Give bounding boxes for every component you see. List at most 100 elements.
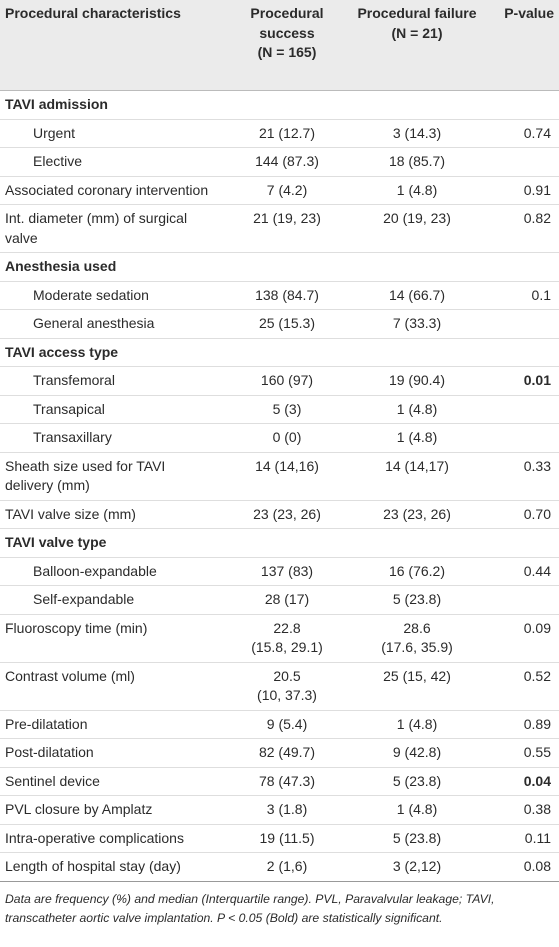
p-value: 0.52 bbox=[482, 662, 559, 711]
value-cell: 14 (66.7) bbox=[352, 281, 482, 310]
table-row: Transapical 5 (3) 1 (4.8) bbox=[0, 395, 559, 424]
row-label: Pre-dilatation bbox=[0, 710, 222, 739]
value-cell: 5 (3) bbox=[222, 395, 352, 424]
header-title: Procedural characteristics bbox=[5, 5, 181, 21]
empty-cell bbox=[482, 395, 559, 424]
row-label: Transaxillary bbox=[0, 423, 222, 453]
section-label: TAVI admission bbox=[0, 90, 559, 120]
section-label: TAVI access type bbox=[0, 338, 559, 367]
p-value: 0.70 bbox=[482, 500, 559, 529]
table-header: Procedural characteristics Procedural suc… bbox=[0, 0, 559, 91]
row-label: General anesthesia bbox=[0, 309, 222, 339]
header-n: (N = 21) bbox=[391, 24, 443, 41]
value-cell: 25 (15, 42) bbox=[352, 662, 482, 711]
value-cell: 1 (4.8) bbox=[352, 395, 482, 424]
empty-cell bbox=[482, 423, 559, 453]
value-cell: 28.6 (17.6, 35.9) bbox=[352, 614, 482, 663]
value-cell: 5 (23.8) bbox=[352, 585, 482, 615]
value-cell: 9 (5.4) bbox=[222, 710, 352, 739]
value-cell: 21 (12.7) bbox=[222, 119, 352, 148]
value-cell: 160 (97) bbox=[222, 366, 352, 396]
row-label: Contrast volume (ml) bbox=[0, 662, 222, 711]
row-label: Fluoroscopy time (min) bbox=[0, 614, 222, 663]
value-cell: 23 (23, 26) bbox=[352, 500, 482, 529]
header-title: P-value bbox=[504, 5, 554, 21]
value-cell: 5 (23.8) bbox=[352, 824, 482, 853]
header-cell: P-value bbox=[482, 0, 559, 91]
table-row: Sentinel device 78 (47.3) 5 (23.8) 0.04 bbox=[0, 767, 559, 796]
p-value: 0.74 bbox=[482, 119, 559, 148]
p-value: 0.01 bbox=[482, 366, 559, 396]
row-label: Self-expandable bbox=[0, 585, 222, 615]
value-cell: 28 (17) bbox=[222, 585, 352, 615]
value-cell: 7 (33.3) bbox=[352, 309, 482, 339]
value-cell: 14 (14,17) bbox=[352, 452, 482, 501]
section-label: Anesthesia used bbox=[0, 252, 559, 282]
table-body: TAVI admission Urgent 21 (12.7) 3 (14.3) 0.7… bbox=[0, 90, 559, 882]
header-cell: Procedural failure (N = 21) bbox=[352, 0, 482, 91]
value-cell: 1 (4.8) bbox=[352, 423, 482, 453]
row-label: Int. diameter (mm) of surgical valve bbox=[0, 204, 222, 253]
p-value: 0.33 bbox=[482, 452, 559, 501]
p-value: 0.91 bbox=[482, 176, 559, 205]
p-value: 0.04 bbox=[482, 767, 559, 796]
row-label: Sheath size used for TAVI delivery (mm) bbox=[0, 452, 222, 501]
value-cell: 82 (49.7) bbox=[222, 738, 352, 768]
table-row: Transfemoral 160 (97) 19 (90.4) 0.01 bbox=[0, 366, 559, 396]
table: Procedural characteristics Procedural suc… bbox=[0, 0, 559, 882]
value-cell: 14 (14,16) bbox=[222, 452, 352, 501]
value-cell: 19 (90.4) bbox=[352, 366, 482, 396]
value-cell: 78 (47.3) bbox=[222, 767, 352, 796]
table-row: TAVI access type bbox=[0, 338, 559, 367]
table-row: Length of hospital stay (day) 2 (1,6) 3 (2… bbox=[0, 852, 559, 882]
empty-cell bbox=[482, 309, 559, 339]
value-cell: 3 (1.8) bbox=[222, 795, 352, 825]
table-row: PVL closure by Amplatz 3 (1.8) 1 (4.8) 0.38 bbox=[0, 795, 559, 825]
table-row: Urgent 21 (12.7) 3 (14.3) 0.74 bbox=[0, 119, 559, 148]
p-value: 0.11 bbox=[482, 824, 559, 853]
table-row: Sheath size used for TAVI delivery (mm) 1… bbox=[0, 452, 559, 501]
p-value: 0.82 bbox=[482, 204, 559, 253]
table-row: General anesthesia 25 (15.3) 7 (33.3) bbox=[0, 309, 559, 339]
table-row: Contrast volume (ml) 20.5 (10, 37.3) 25 (1… bbox=[0, 662, 559, 711]
row-label: Transapical bbox=[0, 395, 222, 424]
table-row: TAVI valve size (mm) 23 (23, 26) 23 (23, 2… bbox=[0, 500, 559, 529]
header-title: Procedural failure bbox=[357, 5, 477, 21]
table-row: Intra-operative complications 19 (11.5) 5 … bbox=[0, 824, 559, 853]
table-row: Transaxillary 0 (0) 1 (4.8) bbox=[0, 423, 559, 453]
table-row: Anesthesia used bbox=[0, 252, 559, 282]
row-label: Associated coronary intervention bbox=[0, 176, 222, 205]
value-cell: 1 (4.8) bbox=[352, 710, 482, 739]
row-label: TAVI valve size (mm) bbox=[0, 500, 222, 529]
header-cell: Procedural success (N = 165) bbox=[222, 0, 352, 91]
section-label: TAVI valve type bbox=[0, 528, 559, 558]
table-row: Balloon-expandable 137 (83) 16 (76.2) 0.44 bbox=[0, 557, 559, 586]
p-value: 0.08 bbox=[482, 852, 559, 882]
value-cell: 137 (83) bbox=[222, 557, 352, 586]
table-row: TAVI valve type bbox=[0, 528, 559, 558]
table-row: Moderate sedation 138 (84.7) 14 (66.7) 0.1 bbox=[0, 281, 559, 310]
table-row: Post-dilatation 82 (49.7) 9 (42.8) 0.55 bbox=[0, 738, 559, 768]
empty-cell bbox=[482, 147, 559, 177]
value-cell: 21 (19, 23) bbox=[222, 204, 352, 253]
footnote: Data are frequency (%) and median (Inter… bbox=[5, 891, 495, 926]
value-cell: 20.5 (10, 37.3) bbox=[222, 662, 352, 711]
row-label: Length of hospital stay (day) bbox=[0, 852, 222, 882]
value-cell: 138 (84.7) bbox=[222, 281, 352, 310]
row-label: Moderate sedation bbox=[0, 281, 222, 310]
value-cell: 0 (0) bbox=[222, 423, 352, 453]
table-row: Associated coronary intervention 7 (4.2) 1… bbox=[0, 176, 559, 205]
value-cell: 1 (4.8) bbox=[352, 795, 482, 825]
header-n: (N = 165) bbox=[257, 44, 317, 60]
value-cell: 16 (76.2) bbox=[352, 557, 482, 586]
value-cell: 1 (4.8) bbox=[352, 176, 482, 205]
value-cell: 19 (11.5) bbox=[222, 824, 352, 853]
value-cell: 7 (4.2) bbox=[222, 176, 352, 205]
value-cell: 144 (87.3) bbox=[222, 147, 352, 177]
row-label: PVL closure by Amplatz bbox=[0, 795, 222, 825]
value-cell: 18 (85.7) bbox=[352, 147, 482, 177]
table-row: Elective 144 (87.3) 18 (85.7) bbox=[0, 147, 559, 177]
table-row: TAVI admission bbox=[0, 90, 559, 120]
header-cell: Procedural characteristics bbox=[0, 0, 222, 91]
